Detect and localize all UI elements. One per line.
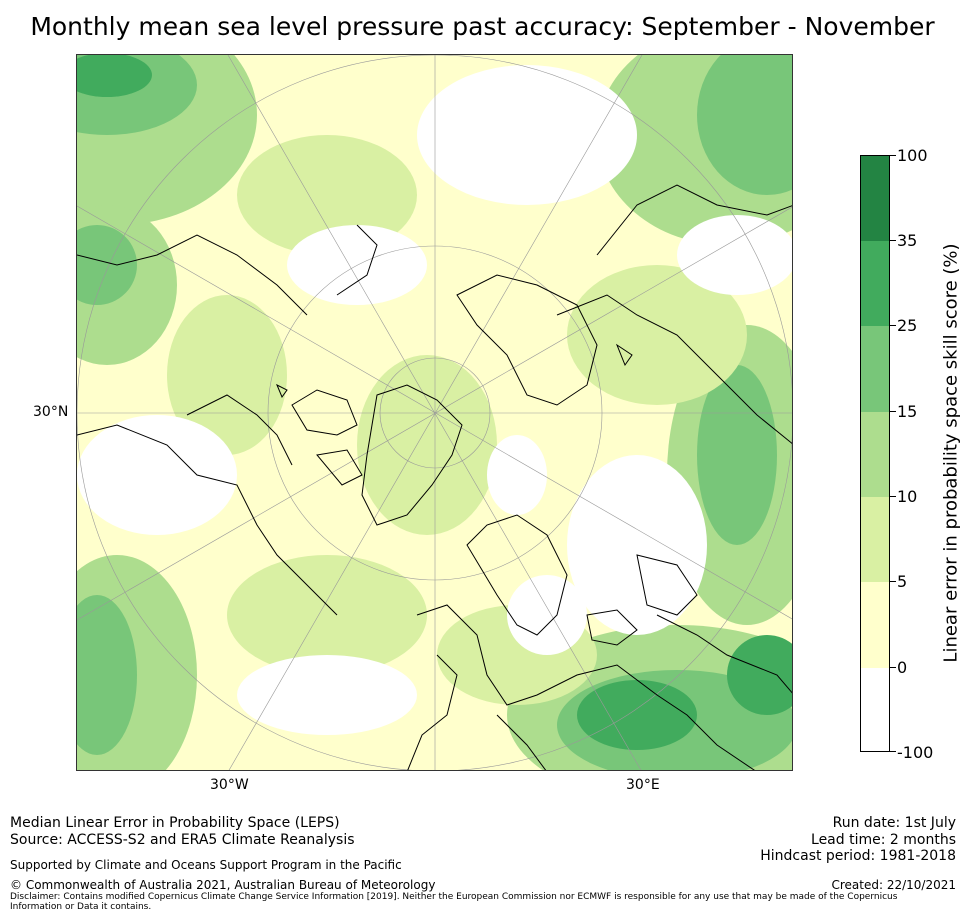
graticule (77, 55, 792, 770)
colorbar-segment (861, 582, 889, 668)
colorbar-tick-label: -100 (897, 743, 934, 762)
lat-label: 30°N (33, 404, 69, 420)
colorbar-segment (861, 668, 889, 751)
footer-method: Median Linear Error in Probability Space… (10, 815, 340, 831)
colorbar (860, 155, 890, 752)
polar-map (76, 54, 793, 771)
colorbar-segment (861, 326, 889, 412)
colorbar-title: Linear error in probability space skill … (940, 243, 962, 663)
lon-label-east: 30°E (626, 777, 660, 793)
colorbar-tick-label: 25 (897, 316, 918, 335)
created-date: Created: 22/10/2021 (831, 878, 956, 892)
lead-time: Lead time: 2 months (811, 832, 956, 848)
colorbar-segment (861, 412, 889, 497)
colorbar-segment (861, 156, 889, 241)
colorbar-tick-label: 0 (897, 658, 908, 677)
colorbar-tick-label: 5 (897, 572, 908, 591)
footer-copyright: © Commonwealth of Australia 2021, Austra… (10, 878, 436, 892)
hindcast-period: Hindcast period: 1981-2018 (760, 848, 956, 864)
coastlines (77, 184, 792, 770)
footer-disclaimer: Disclaimer: Contains modified Copernicus… (10, 892, 898, 912)
colorbar-tick-label: 100 (897, 146, 928, 165)
map-title: Monthly mean sea level pressure past acc… (30, 12, 935, 41)
colorbar-tick-label: 35 (897, 231, 918, 250)
colorbar-segment (861, 241, 889, 326)
colorbar-tick-label: 15 (897, 402, 918, 421)
lon-label-west: 30°W (210, 777, 249, 793)
footer-support: Supported by Climate and Oceans Support … (10, 858, 402, 872)
footer-source: Source: ACCESS-S2 and ERA5 Climate Reana… (10, 832, 355, 848)
colorbar-tick-label: 10 (897, 487, 918, 506)
run-date: Run date: 1st July (832, 815, 956, 831)
map-canvas (77, 55, 792, 770)
colorbar-segment (861, 497, 889, 582)
